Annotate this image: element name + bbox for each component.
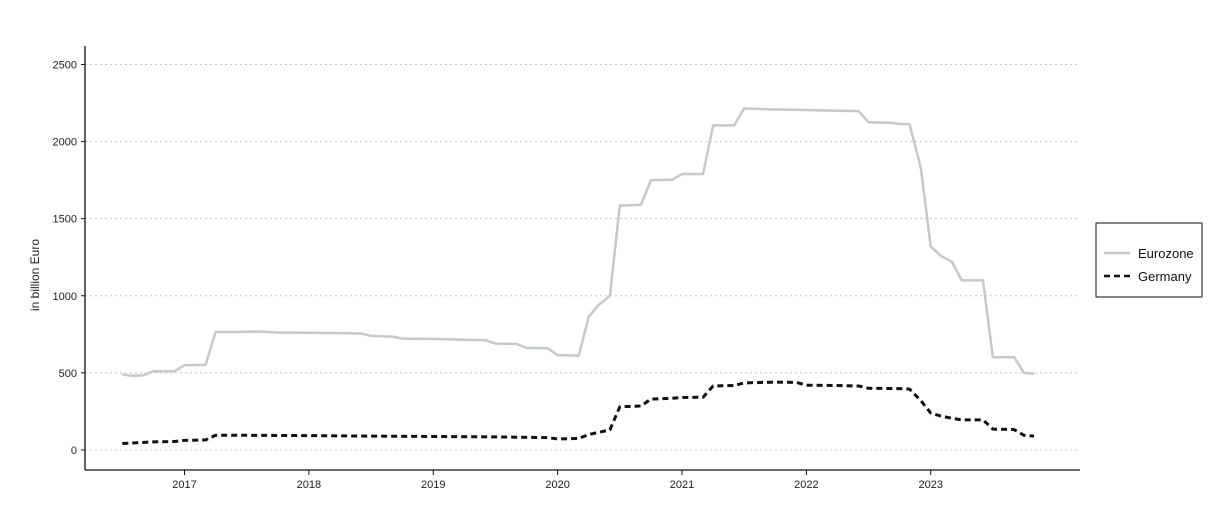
axes [84,46,1080,471]
y-tick-label-1000: 1000 [53,291,77,303]
x-tick-label-2019: 2019 [421,479,445,491]
x-tick-label-2018: 2018 [297,479,321,491]
y-tick-label-1500: 1500 [53,214,77,226]
y-tick-label-2500: 2500 [53,60,77,72]
y-axis-ticks: 0 500 1000 1500 2000 2500 [53,60,85,457]
series-line-germany [122,380,1035,445]
y-axis-title: in billion Euro [28,239,42,311]
x-tick-label-2021: 2021 [670,479,694,491]
x-tick-label-2023: 2023 [919,479,943,491]
legend-box [1095,222,1203,298]
gridlines [85,64,1080,451]
y-tick-label-2000: 2000 [53,137,77,149]
legend-label-germany: Germany [1138,269,1192,284]
series-line-eurozone [122,107,1035,378]
y-tick-label-0: 0 [71,445,77,457]
legend: Eurozone Germany [1095,222,1203,298]
x-axis-ticks: 2017 2018 2019 2020 2021 2022 2023 [172,470,943,491]
x-tick-label-2017: 2017 [172,479,196,491]
x-tick-label-2022: 2022 [794,479,818,491]
x-tick-label-2020: 2020 [545,479,569,491]
legend-label-eurozone: Eurozone [1138,246,1194,261]
y-tick-label-500: 500 [59,368,77,380]
series-lines [122,107,1035,445]
